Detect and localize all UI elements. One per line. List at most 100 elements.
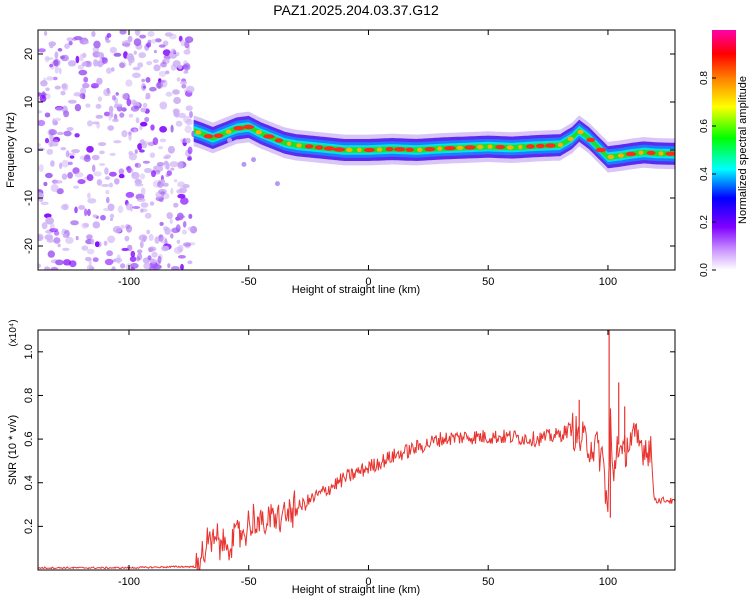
y-tick-label: 0 xyxy=(23,147,35,153)
noise-speck xyxy=(125,191,135,198)
colorbar-scale xyxy=(712,30,736,270)
noise-speck xyxy=(86,208,91,217)
noise-speck xyxy=(101,57,108,64)
noise-speck xyxy=(170,187,174,195)
noise-speck xyxy=(49,228,59,233)
noise-speck xyxy=(70,220,79,226)
noise-speck xyxy=(160,61,167,68)
noise-speck xyxy=(103,240,108,246)
noise-speck xyxy=(181,83,187,89)
noise-speck xyxy=(147,31,155,37)
noise-speck xyxy=(86,174,94,181)
ridge-core xyxy=(625,151,637,157)
noise-speck xyxy=(65,236,74,244)
noise-speck xyxy=(114,178,120,185)
noise-speck xyxy=(141,142,148,149)
ridge-core xyxy=(638,150,644,155)
noise-speck xyxy=(145,92,151,100)
ridge-core xyxy=(195,130,202,135)
noise-speck xyxy=(130,250,136,258)
noise-speck xyxy=(90,83,99,89)
spectrogram-y-label: Frequency (Hz) xyxy=(5,112,17,188)
noise-speck xyxy=(44,234,54,241)
noise-speck xyxy=(112,95,116,101)
ridge-core xyxy=(394,147,406,152)
x-tick-label: 100 xyxy=(599,276,617,288)
noise-speck xyxy=(47,250,55,258)
noise-speck xyxy=(96,121,100,129)
noise-speck xyxy=(134,149,138,154)
noise-speck xyxy=(167,263,171,268)
noise-speck xyxy=(80,87,87,95)
noise-speck xyxy=(83,155,91,162)
noise-speck xyxy=(91,31,96,37)
noise-speck xyxy=(82,40,89,45)
noise-speck xyxy=(111,266,116,270)
noise-speck xyxy=(48,129,58,136)
ridge-tail-spot xyxy=(251,157,257,163)
noise-speck xyxy=(126,202,132,211)
noise-speck xyxy=(182,242,192,247)
y-tick-label: 10 xyxy=(23,96,35,108)
ridge-core xyxy=(233,126,245,131)
noise-speck xyxy=(67,161,73,166)
noise-speck xyxy=(105,190,110,195)
noise-speck xyxy=(189,111,193,118)
noise-speck xyxy=(82,82,90,89)
noise-speck xyxy=(53,76,58,81)
noise-speck xyxy=(134,30,141,36)
noise-speck xyxy=(132,72,141,79)
y-tick-label: 0.4 xyxy=(23,475,35,490)
noise-speck xyxy=(157,255,162,264)
noise-speck xyxy=(184,40,190,49)
noise-speck xyxy=(49,63,53,68)
noise-speck xyxy=(177,181,185,188)
noise-speck xyxy=(114,103,123,107)
noise-speck xyxy=(61,83,67,89)
noise-speck xyxy=(169,161,179,168)
noise-speck xyxy=(109,213,115,219)
noise-speck xyxy=(74,171,84,178)
ridge-core xyxy=(456,145,464,150)
noise-speck xyxy=(148,233,154,242)
noise-speck xyxy=(177,193,186,199)
noise-speck xyxy=(56,131,64,136)
ridge-core xyxy=(658,151,664,156)
noise-speck xyxy=(38,48,46,53)
noise-speck xyxy=(158,146,164,150)
ridge-core xyxy=(665,151,675,156)
noise-speck xyxy=(93,59,98,67)
x-tick-label: 100 xyxy=(599,576,617,588)
noise-speck xyxy=(113,140,122,144)
noise-speck xyxy=(126,167,134,173)
noise-speck xyxy=(159,126,168,133)
ridge-core xyxy=(203,134,214,139)
noise-speck xyxy=(140,121,148,127)
ridge-core xyxy=(476,144,484,150)
ridge-core xyxy=(617,153,624,158)
ridge-core xyxy=(356,147,362,153)
ridge-core xyxy=(495,144,506,150)
noise-speck xyxy=(51,138,58,143)
noise-speck xyxy=(94,241,100,248)
noise-speck xyxy=(153,49,157,54)
noise-speck xyxy=(177,244,184,252)
noise-speck xyxy=(106,33,112,38)
noise-speck xyxy=(78,69,88,76)
noise-speck xyxy=(114,257,123,263)
ridge-core xyxy=(385,147,394,152)
snr-panel: -100 -50 0 50 100 0.2 0.4 0.6 0.8 1.0 Height of s… xyxy=(7,319,676,596)
noise-speck xyxy=(138,52,146,59)
ridge-core xyxy=(518,144,523,150)
noise-speck xyxy=(46,148,54,155)
noise-speck xyxy=(132,206,141,209)
noise-speck xyxy=(107,125,114,131)
noise-speck xyxy=(116,254,121,261)
noise-speck xyxy=(61,204,68,211)
x-tick-label: 0 xyxy=(365,576,371,588)
noise-speck xyxy=(128,153,137,161)
ridge-core xyxy=(526,144,535,149)
x-tick-label: 0 xyxy=(365,276,371,288)
y-tick-label: 0.6 xyxy=(23,431,35,446)
noise-speck xyxy=(57,243,61,248)
